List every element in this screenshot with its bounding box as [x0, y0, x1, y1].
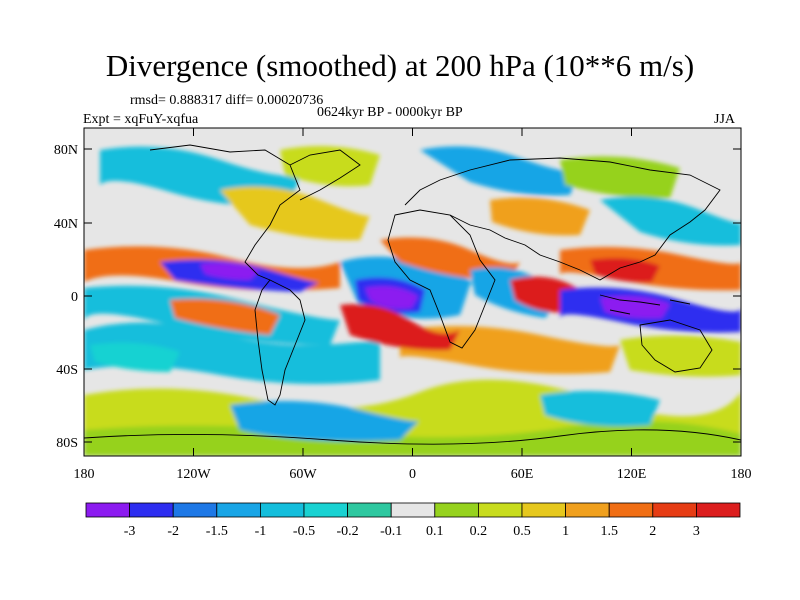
legend-label: -0.5 — [293, 524, 315, 539]
legend-label: 3 — [693, 524, 700, 539]
contour-field — [84, 128, 741, 456]
legend-swatch — [477, 502, 523, 518]
south-east-pacific-positive — [170, 299, 280, 335]
legend-swatch — [85, 502, 130, 518]
lon-tick-label: 180 — [74, 467, 95, 482]
south-atlantic-negative — [230, 401, 420, 442]
map-title: Divergence (smoothed) at 200 hPa (10**6 … — [105, 48, 695, 83]
legend-swatch — [303, 502, 348, 518]
legend-label: -1.5 — [206, 524, 228, 539]
legend-boxes — [85, 502, 741, 518]
legend-swatch — [696, 502, 741, 518]
legend-label: 2 — [649, 524, 656, 539]
longitude-axis: 180 120W 60W 0 60E 120E 180 — [74, 128, 752, 482]
legend-swatch — [608, 502, 654, 518]
eurasia-coast — [404, 157, 721, 281]
legend-label: -0.1 — [380, 524, 402, 539]
color-legend: -3 -2 -1.5 -1 -0.5 -0.2 -0.1 0.1 0.2 0.5 1 1.5 2 3 — [85, 502, 741, 539]
legend-label: 0.1 — [426, 524, 444, 539]
indonesia-coast — [599, 294, 691, 315]
lat-tick-label: 80N — [54, 143, 78, 158]
lon-tick-label: 60W — [289, 467, 317, 482]
north-atlantic-positive — [280, 146, 380, 187]
south-atlantic-positive — [340, 304, 460, 351]
legend-label: -3 — [124, 524, 136, 539]
lat-tick-label: 40N — [54, 217, 78, 232]
lat-tick-label: 0 — [71, 290, 78, 305]
legend-swatch — [172, 502, 218, 518]
north-west-pacific-negative — [600, 196, 741, 246]
australia-coast — [639, 319, 713, 373]
south-america-coast — [254, 279, 306, 406]
legend-label: -2 — [167, 524, 179, 539]
rmsd-diff-stats: rmsd= 0.888317 diff= 0.00020736 — [130, 93, 324, 108]
legend-swatch — [347, 502, 392, 518]
legend-label: 0.2 — [470, 524, 488, 539]
south-west-pacific-positive — [620, 335, 741, 377]
south-indian-negative — [540, 391, 660, 427]
greenland-labrador-coast — [289, 149, 361, 201]
legend-swatch — [390, 502, 436, 518]
legend-label: -1 — [255, 524, 267, 539]
lat-tick-label: 80S — [56, 436, 78, 451]
south-pacific-negative — [84, 322, 380, 384]
legend-swatch — [652, 502, 697, 518]
latitude-axis: 80N 40N 0 40S 80S — [54, 143, 741, 451]
season-label: JJA — [714, 112, 736, 127]
legend-swatch — [216, 502, 261, 518]
central-america-core-negative — [200, 262, 260, 280]
lon-tick-label: 120W — [176, 467, 211, 482]
legend-label: -0.2 — [337, 524, 359, 539]
siberia-positive — [560, 156, 680, 199]
experiment-label: Expt = xqFuY-xqfua — [83, 112, 199, 127]
legend-swatch — [434, 502, 479, 518]
lon-tick-label: 0 — [409, 467, 416, 482]
coastlines — [84, 144, 741, 445]
eurasia-negative — [420, 146, 580, 196]
lat-tick-label: 40S — [56, 363, 78, 378]
middle-east-positive — [490, 197, 590, 236]
equatorial-atlantic-core-negative — [365, 286, 418, 309]
lon-tick-label: 180 — [731, 467, 752, 482]
antarctica-coast — [84, 429, 741, 445]
legend-labels: -3 -2 -1.5 -1 -0.5 -0.2 -0.1 0.1 0.2 0.5 1 1.5 2 3 — [124, 524, 700, 539]
period-label: 0624kyr BP - 0000kyr BP — [317, 105, 463, 120]
lon-tick-label: 60E — [511, 467, 534, 482]
north-america-coast — [149, 144, 301, 281]
legend-label: 1 — [562, 524, 569, 539]
legend-swatch — [129, 502, 174, 518]
lon-tick-label: 120E — [617, 467, 647, 482]
west-pacific-core-positive — [590, 258, 660, 283]
legend-label: 1.5 — [600, 524, 618, 539]
legend-swatch — [565, 502, 610, 518]
south-pacific-weak-negative — [90, 342, 180, 372]
legend-label: 0.5 — [513, 524, 531, 539]
maritime-core-negative — [600, 296, 670, 319]
north-america-positive — [220, 186, 370, 241]
legend-swatch — [521, 502, 566, 518]
legend-swatch — [259, 502, 305, 518]
africa-coast — [387, 209, 496, 349]
